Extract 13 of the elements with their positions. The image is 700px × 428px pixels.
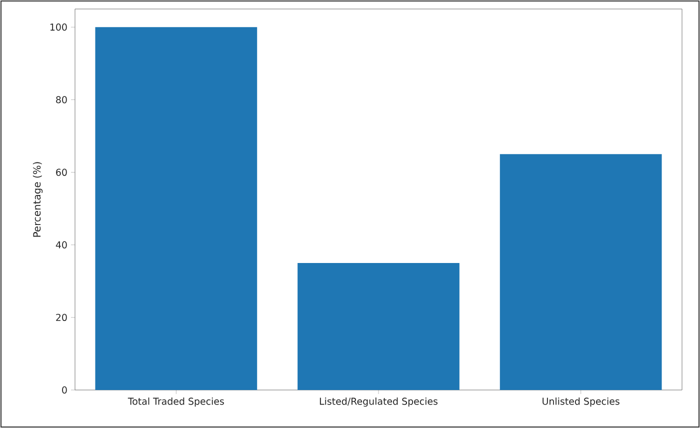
- y-axis-title: Percentage (%): [32, 162, 43, 237]
- bar: [298, 262, 460, 390]
- y-tick-label: 20: [56, 314, 67, 322]
- y-tick-label: 0: [62, 386, 67, 394]
- x-tick-label: Total Traded Species: [128, 398, 224, 407]
- y-tick-label: 60: [56, 168, 67, 176]
- x-tick-label: Listed/Regulated Species: [320, 398, 438, 407]
- x-tick-label: Unlisted Species: [542, 398, 620, 407]
- bar: [95, 27, 258, 390]
- y-tick-label: 80: [56, 96, 67, 104]
- y-tick-label: 100: [50, 24, 67, 31]
- y-tick-label: 40: [56, 241, 67, 248]
- bar: [500, 154, 662, 390]
